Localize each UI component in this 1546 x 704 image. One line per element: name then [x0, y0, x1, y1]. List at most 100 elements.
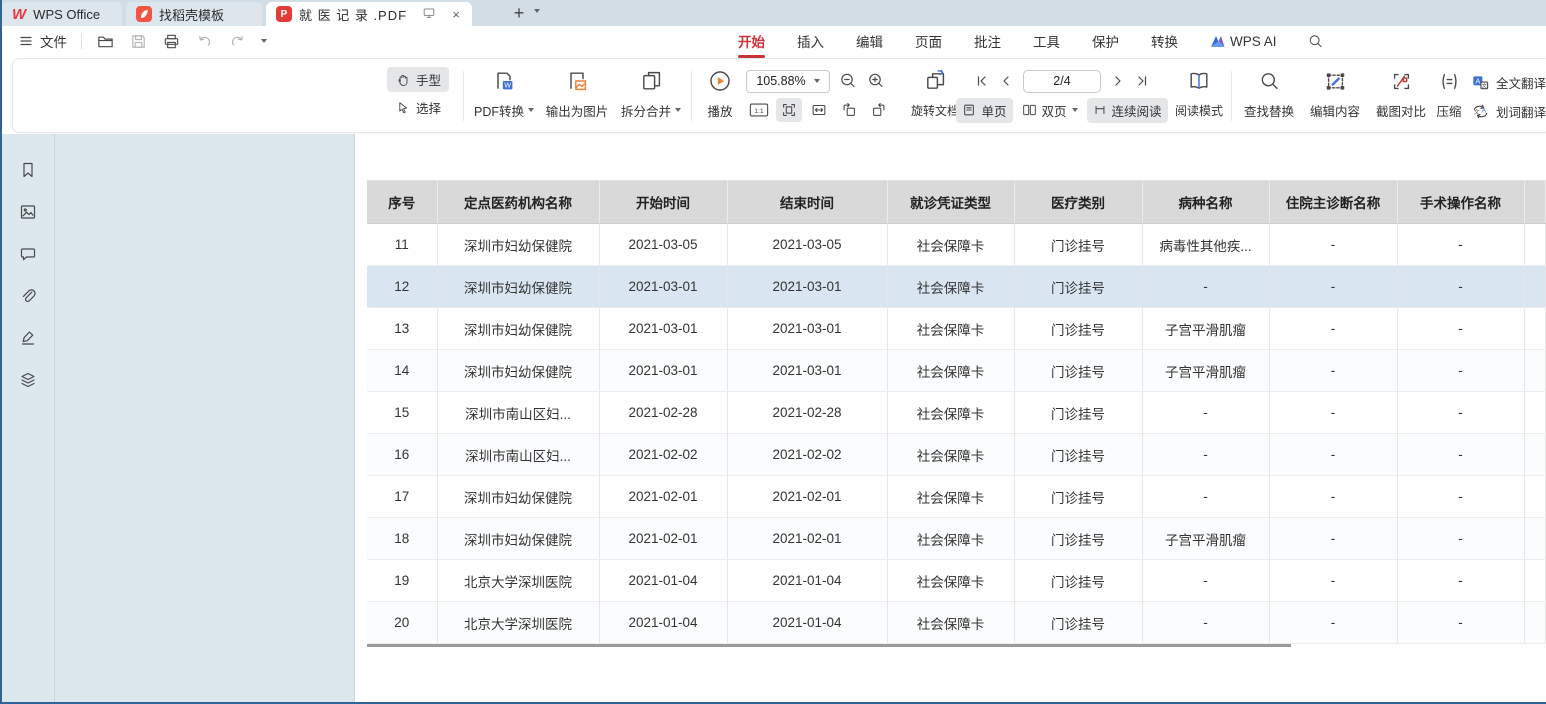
table-cell: 门诊挂号 — [1014, 517, 1143, 560]
layers-icon[interactable] — [16, 368, 40, 392]
table-cell: 北京大学深圳医院 — [437, 559, 600, 602]
export-image-button[interactable]: 输出为图片 — [536, 64, 618, 122]
file-menu-button[interactable]: 文件 — [18, 31, 67, 51]
last-page-icon[interactable] — [1135, 74, 1149, 88]
tab-list-chevron-down-icon[interactable] — [534, 9, 540, 13]
table-cell: 深圳市妇幼保健院 — [437, 475, 600, 518]
hand-tool-button[interactable]: 手型 — [387, 67, 450, 92]
fit-width-button[interactable] — [806, 98, 832, 122]
table-cell: 2021-01-04 — [727, 559, 888, 602]
table-cell: 17 — [367, 475, 438, 518]
rotate-right-button[interactable] — [866, 98, 892, 122]
new-tab-button[interactable]: + — [513, 3, 525, 23]
table-cell: 2021-02-01 — [727, 517, 888, 560]
table-cell: 2021-02-28 — [599, 391, 728, 434]
menu-edit[interactable]: 编辑 — [856, 35, 883, 50]
pdf-convert-button[interactable]: W PDF转换 — [468, 64, 540, 122]
continuous-reading-button[interactable]: 连续阅读 — [1086, 97, 1168, 123]
split-merge-button[interactable]: 拆分合并 — [615, 64, 687, 122]
table-cell: - — [1269, 601, 1398, 644]
edit-content-button[interactable]: 编辑内容 — [1303, 64, 1367, 122]
table-bottom-border — [367, 644, 1291, 647]
window-border-bottom — [0, 702, 1546, 704]
table-row: 12 深圳市妇幼保健院 2021-03-01 2021-03-01 社会保障卡 … — [367, 265, 1546, 308]
quickbar-chevron-down-icon[interactable] — [261, 39, 267, 43]
rotate-document-button[interactable]: 旋转文档 — [906, 64, 964, 122]
hamburger-menu-icon — [20, 36, 32, 46]
menu-protect[interactable]: 保护 — [1092, 35, 1119, 50]
play-button[interactable]: 播放 — [697, 64, 743, 122]
first-page-icon[interactable] — [975, 74, 989, 88]
page-number-input[interactable]: 2/4 — [1023, 69, 1101, 93]
fit-page-button[interactable] — [776, 98, 802, 122]
find-replace-button[interactable]: 查找替换 — [1237, 64, 1301, 122]
previous-page-icon[interactable] — [999, 74, 1013, 88]
comment-icon[interactable] — [16, 242, 40, 266]
double-page-button[interactable]: 双页 — [1018, 98, 1082, 123]
zoom-out-icon[interactable] — [838, 71, 858, 91]
menu-bar: 开始 插入 编辑 页面 批注 工具 保护 转换 WPS AI — [736, 26, 1324, 58]
thumbnail-icon[interactable] — [16, 200, 40, 224]
zoom-in-icon[interactable] — [866, 71, 886, 91]
col-header: 定点医药机构名称 — [437, 180, 600, 224]
table-row: 14 深圳市妇幼保健院 2021-03-01 2021-03-01 社会保障卡 … — [367, 349, 1546, 392]
table-cell: 19 — [367, 559, 438, 602]
open-folder-icon[interactable] — [96, 32, 115, 51]
menu-home[interactable]: 开始 — [736, 27, 767, 58]
fit-page-icon — [783, 104, 795, 116]
undo-icon[interactable] — [195, 32, 214, 51]
print-icon[interactable] — [162, 32, 181, 51]
attachment-icon[interactable] — [16, 284, 40, 308]
next-page-icon[interactable] — [1111, 74, 1125, 88]
compress-label: 压缩 — [1436, 104, 1462, 119]
tab-document-pdf[interactable]: P 就 医 记 录 .PDF × — [266, 2, 472, 26]
table-cell: - — [1397, 349, 1525, 392]
screenshot-compare-button[interactable]: 截图对比 — [1369, 64, 1433, 122]
menu-wps-ai[interactable]: WPS AI — [1208, 30, 1279, 53]
table-cell: - — [1142, 265, 1270, 308]
page-indicator: 2/4 — [1053, 74, 1071, 88]
docer-icon — [136, 6, 152, 22]
rotate-left-button[interactable] — [836, 98, 862, 122]
table-cell: - — [1397, 559, 1525, 602]
select-tool-button[interactable]: 选择 — [387, 95, 449, 120]
tab-docer-templates[interactable]: 找稻壳模板 — [126, 2, 262, 26]
col-header: 病种名称 — [1142, 180, 1270, 224]
export-image-label: 输出为图片 — [545, 104, 609, 119]
table-cell — [1524, 475, 1546, 518]
table-cell: 门诊挂号 — [1014, 265, 1143, 308]
tab-wps-office[interactable]: W WPS Office — [2, 2, 122, 26]
single-page-button[interactable]: 单页 — [956, 97, 1013, 123]
menu-insert[interactable]: 插入 — [797, 35, 824, 50]
redo-icon[interactable] — [228, 32, 247, 51]
tab-label: 就 医 记 录 .PDF — [299, 7, 408, 23]
menu-tools[interactable]: 工具 — [1033, 35, 1060, 50]
compress-button[interactable]: 压缩 — [1429, 64, 1469, 122]
signature-icon[interactable] — [16, 326, 40, 350]
export-image-icon — [570, 72, 587, 91]
bookmark-icon[interactable] — [16, 158, 40, 182]
pdf-icon: P — [276, 6, 292, 22]
table-cell: 深圳市南山区妇... — [437, 433, 600, 476]
menu-convert[interactable]: 转换 — [1151, 35, 1178, 50]
read-mode-button[interactable]: 阅读模式 — [1171, 64, 1227, 122]
search-icon[interactable] — [1307, 33, 1324, 50]
menu-page[interactable]: 页面 — [915, 35, 942, 50]
close-icon[interactable]: × — [452, 6, 460, 22]
edit-content-icon — [1326, 72, 1344, 90]
save-icon[interactable] — [129, 32, 148, 51]
compress-icon — [1441, 73, 1457, 89]
zoom-level-dropdown[interactable]: 105.88% — [746, 69, 830, 93]
table-cell — [1524, 559, 1546, 602]
actual-size-button[interactable]: 1:1 — [746, 98, 772, 122]
table-cell: 门诊挂号 — [1014, 307, 1143, 350]
svg-text:A: A — [1482, 107, 1487, 114]
menu-comment[interactable]: 批注 — [974, 35, 1001, 50]
table-cell: 2021-03-01 — [727, 265, 888, 308]
table-cell: 2021-03-01 — [727, 307, 888, 350]
monitor-icon[interactable] — [421, 5, 437, 24]
col-header-partial — [1524, 180, 1546, 224]
table-cell — [1524, 307, 1546, 350]
